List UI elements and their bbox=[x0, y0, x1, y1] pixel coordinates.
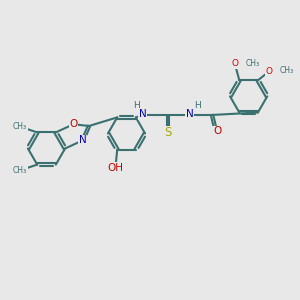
Text: CH₃: CH₃ bbox=[13, 166, 27, 175]
Text: CH₃: CH₃ bbox=[13, 122, 27, 131]
Text: H: H bbox=[194, 101, 200, 110]
Text: H: H bbox=[134, 101, 140, 110]
Text: CH₃: CH₃ bbox=[280, 66, 294, 75]
Text: N: N bbox=[186, 110, 194, 119]
Text: N: N bbox=[79, 135, 87, 145]
Text: O: O bbox=[231, 59, 238, 68]
Text: N: N bbox=[139, 110, 147, 119]
Text: O: O bbox=[213, 127, 221, 136]
Text: O: O bbox=[69, 119, 78, 129]
Text: CH₃: CH₃ bbox=[245, 59, 260, 68]
Text: OH: OH bbox=[108, 163, 124, 172]
Text: O: O bbox=[266, 67, 273, 76]
Text: S: S bbox=[164, 127, 172, 140]
